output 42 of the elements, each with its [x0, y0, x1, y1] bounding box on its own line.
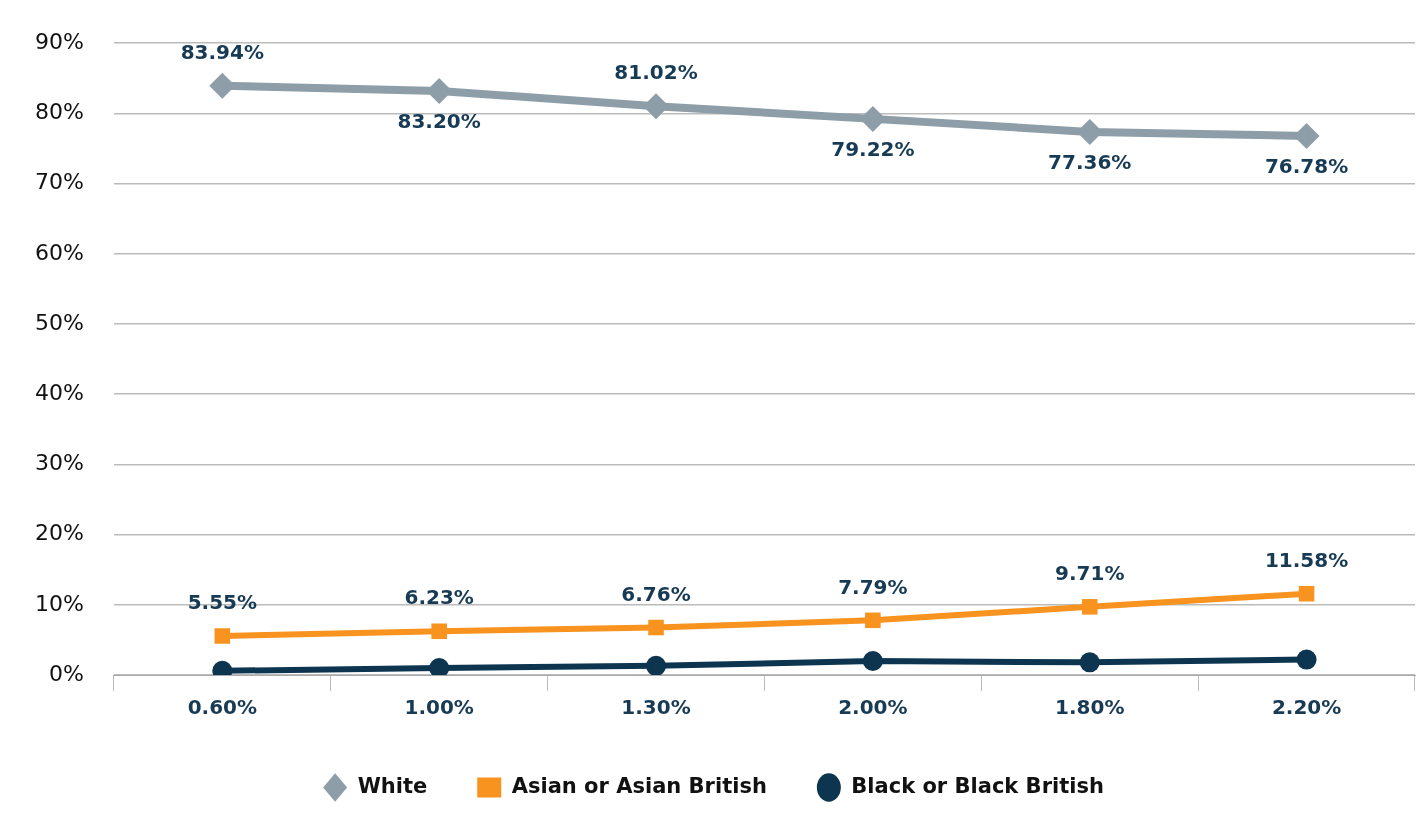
legend-label: Black or Black British [851, 773, 1104, 798]
data-label: 5.55% [187, 590, 258, 615]
legend-label: Asian or Asian British [511, 773, 767, 798]
y-tick-label: 90% [34, 28, 84, 54]
y-tick-label: 60% [34, 239, 84, 265]
point [431, 623, 447, 640]
y-tick-label: 80% [34, 99, 84, 125]
point [862, 650, 883, 671]
y-tick-label: 70% [34, 169, 84, 195]
data-label: 6.23% [404, 585, 474, 610]
x-tick-label: 1.00% [404, 695, 474, 720]
y-tick-label: 10% [34, 590, 84, 616]
point [646, 655, 667, 675]
data-label: 76.78% [1264, 154, 1349, 179]
point [214, 628, 231, 644]
data-label: 79.22% [831, 137, 915, 162]
y-tick-label: 50% [34, 309, 84, 335]
x-tick-label: 1.30% [621, 695, 691, 720]
point [865, 612, 881, 629]
point [1296, 649, 1317, 670]
x-tick-label: 1.80% [1055, 695, 1125, 720]
y-tick-label: 40% [34, 379, 84, 405]
data-label: 77.36% [1048, 150, 1132, 175]
x-tick-label: 0.60% [187, 695, 258, 720]
x-tick-label: 2.20% [1271, 695, 1342, 720]
point [429, 657, 450, 675]
legend-label: White [357, 773, 428, 798]
y-tick-label: 30% [34, 450, 84, 476]
y-tick-label: 20% [34, 520, 84, 546]
data-label: 9.71% [1055, 561, 1125, 586]
point [1079, 652, 1100, 673]
data-label: 83.20% [397, 109, 481, 134]
data-label: 6.76% [621, 581, 691, 606]
data-label: 7.79% [838, 574, 908, 599]
y-tick-label: 0% [48, 660, 84, 686]
data-label: 11.58% [1264, 547, 1349, 572]
point [1298, 585, 1315, 602]
point [1081, 599, 1098, 615]
x-tick-label: 2.00% [838, 695, 908, 720]
data-label: 83.94% [180, 39, 264, 64]
point [648, 619, 664, 636]
data-label: 81.02% [614, 60, 698, 85]
